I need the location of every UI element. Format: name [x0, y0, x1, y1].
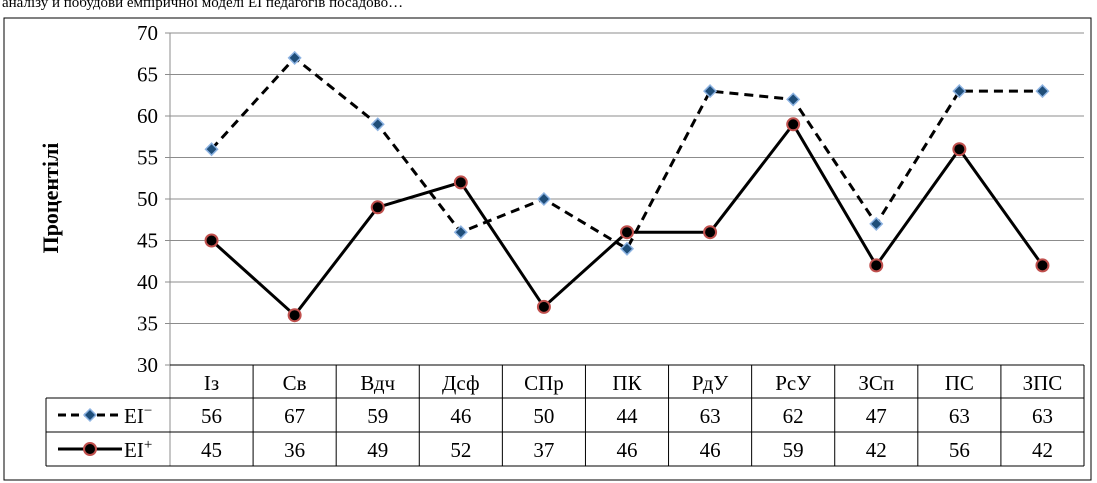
- series-marker: [620, 225, 634, 240]
- series-marker: [869, 258, 884, 273]
- series-marker: [370, 200, 385, 215]
- series-lines: [210, 55, 1044, 318]
- x-tick-label: ЗПС: [1023, 371, 1063, 395]
- y-tick-label: 55: [137, 146, 158, 170]
- series-marker: [786, 92, 801, 107]
- series-marker: [83, 442, 97, 456]
- x-tick-label: ЗСп: [858, 371, 894, 395]
- series-marker: [204, 142, 219, 157]
- x-tick-label: Із: [204, 371, 219, 395]
- series-marker: [1035, 84, 1050, 99]
- data-label: 67: [284, 404, 305, 428]
- y-tick-label: 60: [137, 104, 158, 128]
- series-marker: [536, 191, 551, 207]
- chart-border: [3, 17, 1092, 481]
- data-label: 46: [617, 438, 638, 462]
- data-label: 63: [1032, 404, 1053, 428]
- series-marker: [703, 225, 718, 240]
- series-marker: [1035, 258, 1050, 273]
- data-table: Із Св Вдч Дсф СПр ПК РдУ РсУ ЗСп ПС ЗПС 56 67 59 46 50 4…: [45, 364, 1085, 467]
- series-marker: [536, 299, 551, 314]
- legend-label: EI+: [124, 437, 152, 462]
- data-label: 50: [533, 404, 554, 428]
- x-tick-label: РдУ: [692, 371, 729, 395]
- data-label: 44: [617, 404, 639, 428]
- data-label: 37: [533, 438, 554, 462]
- series-marker: [453, 225, 468, 240]
- x-tick-label: РсУ: [775, 371, 811, 395]
- x-tick-label: СПр: [524, 371, 564, 395]
- x-tick-label: ПК: [612, 371, 642, 395]
- data-label: 46: [700, 438, 721, 462]
- data-label: 46: [450, 404, 471, 428]
- y-tick-label: 45: [137, 229, 158, 253]
- y-tick-label: 70: [137, 21, 158, 45]
- series-marker: [619, 241, 635, 256]
- data-label: 59: [783, 438, 804, 462]
- legend-label-sup: +: [144, 437, 152, 453]
- data-label: 47: [866, 404, 887, 428]
- series-line: [210, 55, 1043, 251]
- y-tick-label: 35: [137, 312, 158, 336]
- data-label: 59: [367, 404, 388, 428]
- data-label: 62: [783, 404, 804, 428]
- series-marker: [869, 216, 884, 231]
- data-label: 45: [201, 438, 222, 462]
- series-marker: [786, 117, 801, 132]
- series-markers: [204, 50, 1050, 323]
- y-tick-label: 50: [137, 187, 158, 211]
- series-marker: [453, 175, 468, 190]
- y-axis-ticks: 30 35 40 45 50 55 60 65 70: [137, 21, 158, 377]
- series-line: [210, 121, 1044, 318]
- data-label: 42: [1032, 438, 1053, 462]
- legend-label-sup: −: [144, 403, 152, 419]
- series-marker: [703, 84, 718, 99]
- data-label: 42: [866, 438, 887, 462]
- data-label: 52: [450, 438, 471, 462]
- series-marker: [82, 407, 98, 423]
- data-label: 36: [284, 438, 305, 462]
- series-marker: [370, 117, 385, 132]
- x-tick-label: Св: [283, 371, 307, 395]
- series-marker: [287, 308, 302, 323]
- y-tick-label: 65: [137, 63, 158, 87]
- data-label: 49: [367, 438, 388, 462]
- cut-off-header-text: аналізу й побудови емпіричної моделі ЕІ …: [2, 0, 403, 11]
- y-axis-label: Процентілі: [38, 143, 63, 254]
- series-marker: [952, 142, 967, 157]
- x-tick-label: Дсф: [442, 371, 480, 395]
- series-marker: [204, 233, 219, 248]
- data-label: 63: [949, 404, 970, 428]
- legend-label: EI−: [124, 403, 152, 428]
- series-marker: [952, 84, 967, 99]
- y-tick-label: 40: [137, 270, 158, 294]
- x-tick-label: ПС: [945, 371, 974, 395]
- x-tick-label: Вдч: [360, 371, 395, 395]
- data-label: 56: [949, 438, 970, 462]
- y-tick-label: 30: [137, 353, 158, 377]
- data-label: 63: [700, 404, 721, 428]
- data-label: 56: [201, 404, 222, 428]
- series-marker: [287, 50, 302, 65]
